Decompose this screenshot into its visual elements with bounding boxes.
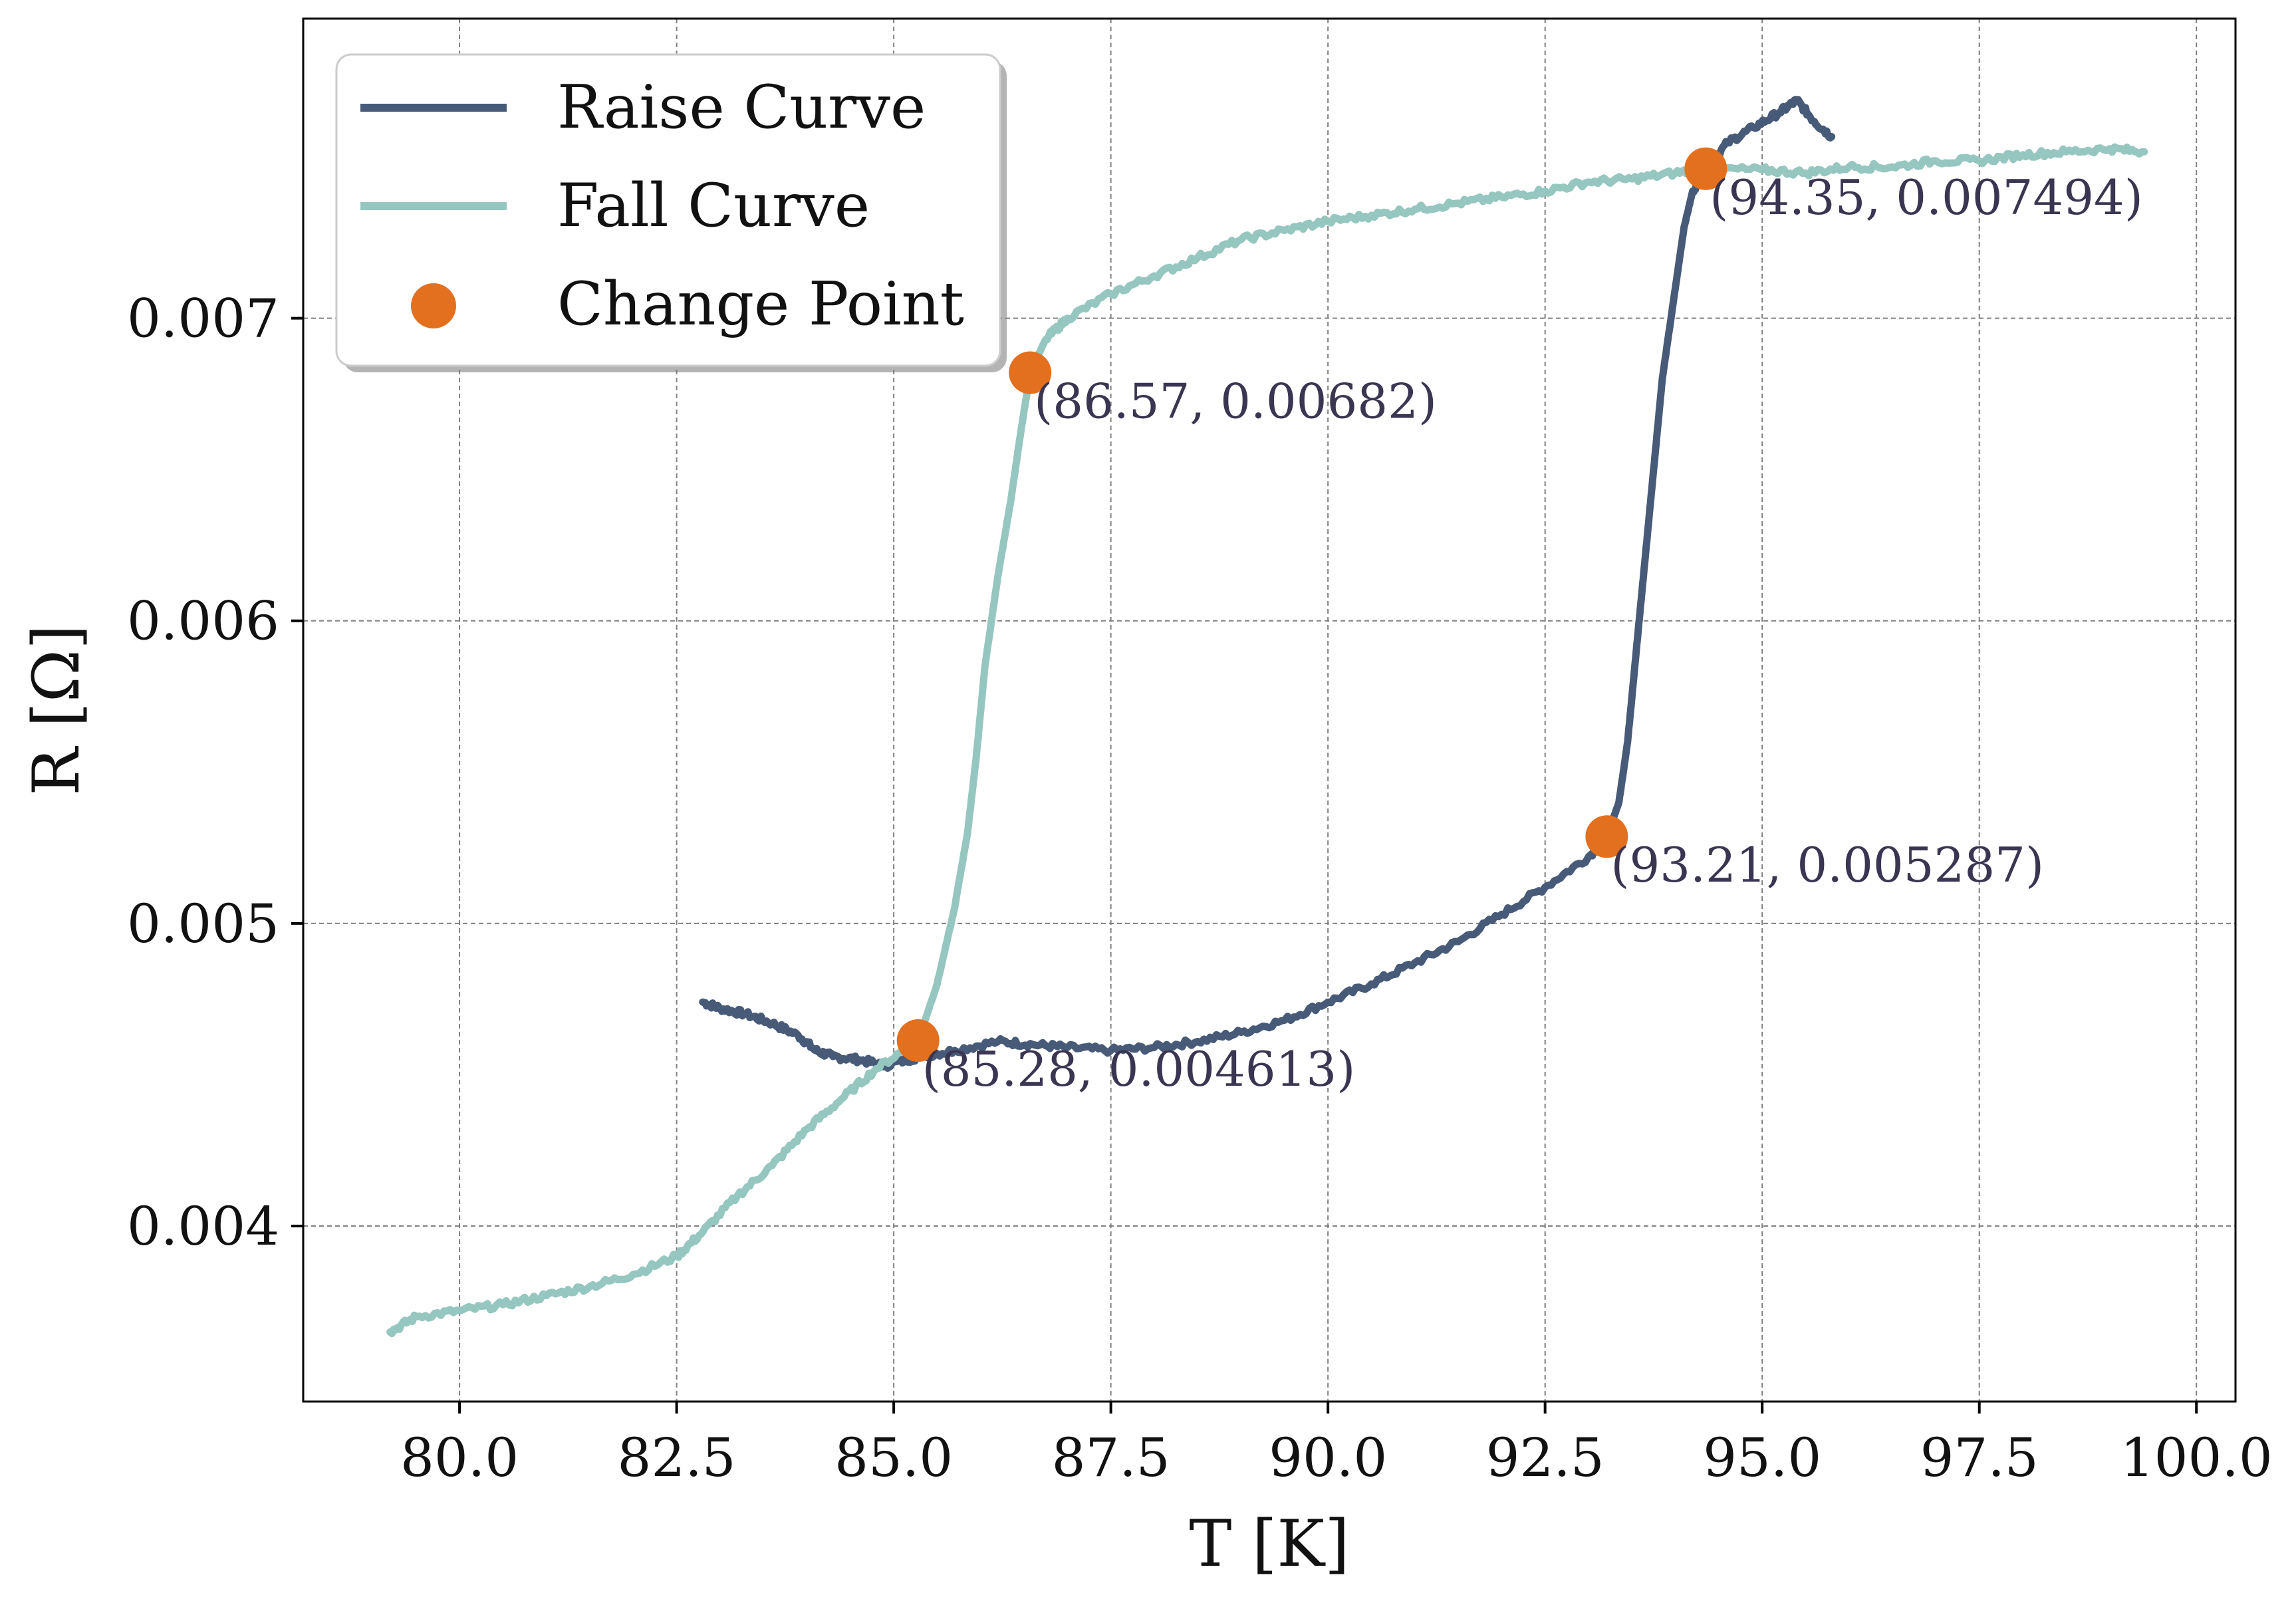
y-axis-label: R [Ω] (19, 624, 94, 795)
x-axis-label: T [K] (1189, 1507, 1349, 1581)
series-layer (386, 96, 2148, 1338)
y-tick-label: 0.006 (127, 590, 279, 652)
x-tick-label: 87.5 (1052, 1427, 1170, 1489)
change-point-marker (1585, 815, 1628, 858)
x-tick-label: 82.5 (618, 1427, 736, 1489)
change-point-label: (94.35, 0.007494) (1710, 170, 2143, 225)
y-tick-label: 0.007 (127, 288, 279, 350)
change-point-marker (1009, 351, 1052, 394)
x-tick-label: 85.0 (834, 1427, 953, 1489)
raise-curve-line (699, 96, 1836, 1072)
x-tick-label: 100.0 (2120, 1427, 2273, 1489)
legend: Raise Curve Fall Curve Change Point (335, 53, 1007, 372)
x-tick-label: 80.0 (400, 1427, 519, 1489)
change-point-label: (86.57, 0.00682) (1034, 374, 1437, 430)
ticks: 80.0 82.5 85.0 87.5 90.0 92.5 95.0 97.5 100.0 0.0… (127, 288, 2273, 1489)
change-point-label: (93.21, 0.005287) (1610, 837, 2044, 893)
x-tick-label: 97.5 (1920, 1427, 2039, 1489)
change-point-marker (896, 1019, 940, 1062)
x-tick-label: 95.0 (1703, 1427, 1821, 1489)
x-tick-label: 90.0 (1269, 1427, 1387, 1489)
change-point-marker (1684, 147, 1727, 190)
legend-label-change-point: Change Point (557, 269, 964, 339)
y-tick-label: 0.004 (127, 1195, 279, 1257)
legend-box (335, 53, 1001, 367)
plot-frame (302, 17, 2237, 1403)
legend-label-raise-curve: Raise Curve (557, 72, 926, 142)
y-tick-label: 0.005 (127, 893, 279, 955)
legend-label-fall-curve: Fall Curve (557, 171, 870, 241)
change-point-label: (85.28, 0.004613) (922, 1041, 1356, 1097)
fall-curve-line (386, 143, 2148, 1338)
x-tick-label: 92.5 (1486, 1427, 1604, 1489)
change-points-layer (896, 147, 1727, 1062)
legend-swatch-change-point (411, 283, 456, 328)
annotations-layer: (86.57, 0.00682) (85.28, 0.004613) (93.21,… (922, 170, 2143, 1097)
